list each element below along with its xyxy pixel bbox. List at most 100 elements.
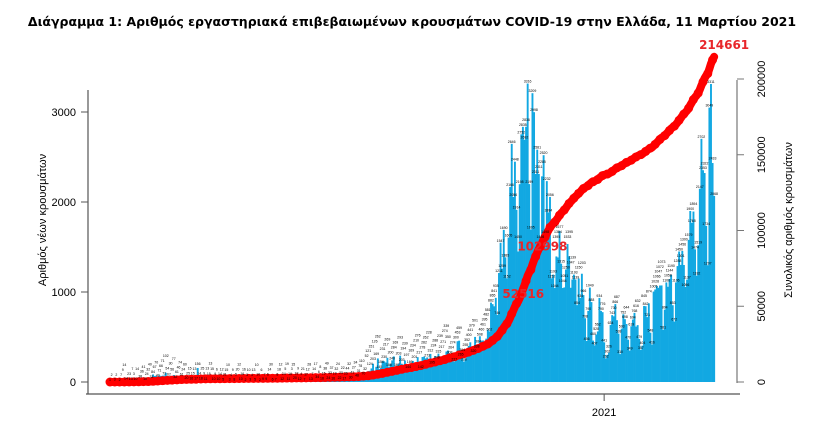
bar-value-label: 3049 bbox=[705, 104, 713, 108]
bar bbox=[560, 263, 563, 382]
bar-value-label: 30 bbox=[349, 375, 353, 379]
bar bbox=[447, 350, 449, 382]
bar-value-label: 67 bbox=[153, 365, 157, 369]
bar bbox=[612, 316, 615, 382]
bar-value-label: 1047 bbox=[567, 261, 575, 265]
y2-tick-label: 150000 bbox=[756, 136, 768, 173]
bar-value-label: 6 bbox=[272, 377, 274, 381]
bar-value-label: 288 bbox=[432, 339, 438, 343]
bar-value-label: 2 bbox=[245, 378, 247, 382]
bar-value-label: 9 bbox=[297, 366, 299, 370]
bar-value-label: 44 bbox=[346, 367, 350, 371]
cumulative-annotation: 214661 bbox=[699, 38, 749, 52]
bar bbox=[539, 247, 542, 382]
y-tick-label: 0 bbox=[70, 377, 76, 389]
bar-value-label: 3 bbox=[133, 372, 135, 376]
bar-value-label: 19 bbox=[333, 372, 337, 376]
bar bbox=[529, 229, 532, 382]
bar-value-label: 9 bbox=[262, 377, 264, 381]
bar bbox=[426, 357, 429, 382]
bar-value-label: 1150 bbox=[575, 266, 583, 270]
bar bbox=[582, 295, 585, 382]
bar bbox=[405, 364, 408, 382]
bar-value-label: 3 bbox=[229, 378, 231, 382]
bar-value-label: 70 bbox=[154, 360, 158, 364]
bar-value-label: 1768 bbox=[688, 219, 696, 223]
bar-value-label: 616 bbox=[633, 304, 639, 308]
y-tick-label: 3000 bbox=[52, 107, 76, 119]
bar bbox=[456, 341, 459, 382]
bar-value-label: 1152 bbox=[548, 274, 556, 278]
bar-value-label: 2056 bbox=[546, 193, 554, 197]
bar-value-label: 456 bbox=[584, 337, 590, 341]
bar-value-label: 528 bbox=[593, 327, 599, 331]
bar-value-label: 255 bbox=[463, 343, 469, 347]
bar bbox=[525, 126, 528, 382]
bar bbox=[625, 324, 628, 382]
bar-value-label: 562 bbox=[595, 322, 601, 326]
bar-value-label: 169 bbox=[392, 340, 398, 344]
bar bbox=[662, 329, 665, 382]
bar bbox=[598, 297, 601, 382]
bar-value-label: 934 bbox=[577, 294, 583, 298]
bar-value-label: 1384 bbox=[554, 230, 562, 234]
bar bbox=[649, 332, 652, 382]
bar-value-label: 1044 bbox=[559, 279, 567, 283]
bar-value-label: 1519 bbox=[694, 240, 702, 244]
bar-value-label: 501 bbox=[472, 318, 478, 322]
bar bbox=[518, 184, 521, 382]
bar bbox=[584, 318, 587, 382]
bar bbox=[572, 274, 575, 382]
bar-value-label: 934 bbox=[596, 294, 602, 298]
bar bbox=[445, 351, 448, 382]
bar-value-label: 284 bbox=[391, 345, 397, 349]
bar bbox=[542, 155, 545, 382]
bar bbox=[636, 325, 639, 382]
bar-value-label: 441 bbox=[467, 328, 473, 332]
bar bbox=[659, 285, 661, 382]
cumulative-point bbox=[511, 299, 521, 309]
bar-value-label: 262 bbox=[375, 334, 381, 338]
bar-value-label: 1579 bbox=[685, 233, 693, 237]
bar bbox=[585, 340, 588, 382]
bar-value-label: 2353 bbox=[699, 166, 707, 170]
bar-value-label: 1474 bbox=[691, 245, 699, 249]
bar-value-label: 18 bbox=[295, 371, 299, 375]
cumulative-point bbox=[521, 276, 531, 286]
bar-value-label: 9 bbox=[214, 372, 216, 376]
bar bbox=[364, 379, 367, 382]
bar bbox=[668, 279, 671, 382]
bar bbox=[654, 289, 657, 382]
bar-value-label: 479 bbox=[636, 335, 642, 339]
bar bbox=[437, 353, 440, 382]
bar-value-label: 54 bbox=[165, 367, 169, 371]
bar bbox=[410, 366, 413, 382]
bar bbox=[600, 310, 602, 382]
bar-value-label: 7 bbox=[275, 377, 277, 381]
bar-value-label: 1193 bbox=[570, 271, 578, 275]
bar-value-label: 2520 bbox=[540, 151, 548, 155]
cumulative-point bbox=[535, 242, 545, 252]
bar bbox=[698, 188, 701, 382]
bar bbox=[466, 350, 469, 382]
bar bbox=[424, 358, 427, 382]
bar-value-label: 1288 bbox=[674, 259, 682, 263]
bar bbox=[534, 174, 537, 382]
bar-value-label: 276 bbox=[415, 334, 421, 338]
bar-value-label: 357 bbox=[638, 346, 644, 350]
bar-value-label: 1914 bbox=[513, 206, 521, 210]
bar-value-label: 1073 bbox=[658, 260, 666, 264]
bar-value-label: 234 bbox=[410, 343, 416, 347]
bar-value-label: 10 bbox=[239, 377, 243, 381]
bar-value-label: 1605 bbox=[505, 234, 513, 238]
bar-value-label: 1051 bbox=[560, 274, 568, 278]
bar-value-label: 9 bbox=[265, 377, 267, 381]
bar bbox=[703, 173, 706, 382]
bar-value-label: 20 bbox=[293, 376, 297, 380]
bar-value-label: 9 bbox=[232, 368, 234, 372]
bar-value-label: 24 bbox=[145, 372, 149, 376]
bar bbox=[655, 286, 658, 382]
bar-value-label: 13 bbox=[208, 362, 212, 366]
bar bbox=[523, 139, 526, 382]
